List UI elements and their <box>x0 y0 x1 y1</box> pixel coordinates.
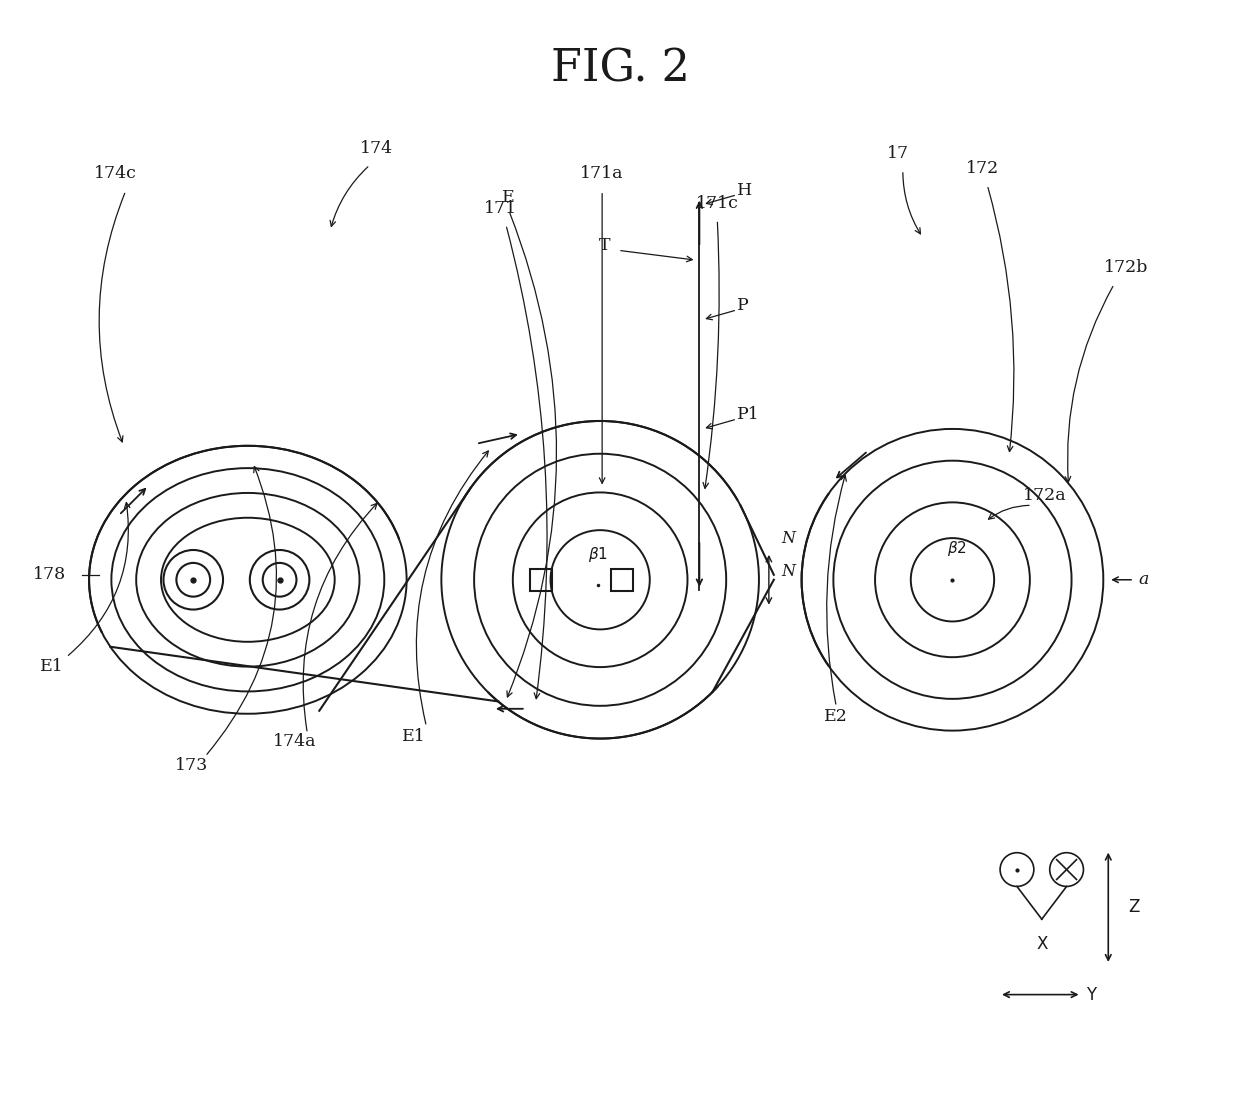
Text: 171a: 171a <box>580 165 624 182</box>
Text: 174c: 174c <box>94 165 138 182</box>
Text: 178: 178 <box>32 566 66 583</box>
Text: 172: 172 <box>966 160 999 177</box>
Text: 171: 171 <box>485 199 517 217</box>
Text: 171c: 171c <box>696 195 739 211</box>
Text: 174: 174 <box>361 140 393 157</box>
Text: 174a: 174a <box>273 734 316 750</box>
Bar <box>529 569 552 591</box>
Text: $\beta$2: $\beta$2 <box>947 539 967 558</box>
Text: X: X <box>1037 935 1048 953</box>
Text: E1: E1 <box>402 727 425 745</box>
Text: 17: 17 <box>887 145 909 162</box>
Text: N: N <box>781 529 796 547</box>
Text: 172b: 172b <box>1104 260 1148 276</box>
Text: 173: 173 <box>175 757 208 774</box>
Text: E1: E1 <box>41 658 64 675</box>
Text: P: P <box>737 297 749 313</box>
Text: P1: P1 <box>737 406 760 424</box>
Text: a: a <box>1138 571 1148 588</box>
Text: E2: E2 <box>825 707 848 725</box>
Text: N: N <box>781 563 796 581</box>
Text: T: T <box>599 238 611 254</box>
Bar <box>611 569 632 591</box>
Text: FIG. 2: FIG. 2 <box>551 47 689 90</box>
Text: E: E <box>502 189 516 206</box>
Text: H: H <box>737 182 753 199</box>
Text: Y: Y <box>1086 986 1096 1003</box>
Text: $\beta$1: $\beta$1 <box>588 546 608 564</box>
Text: 172a: 172a <box>1023 487 1066 505</box>
Text: Z: Z <box>1128 899 1140 916</box>
